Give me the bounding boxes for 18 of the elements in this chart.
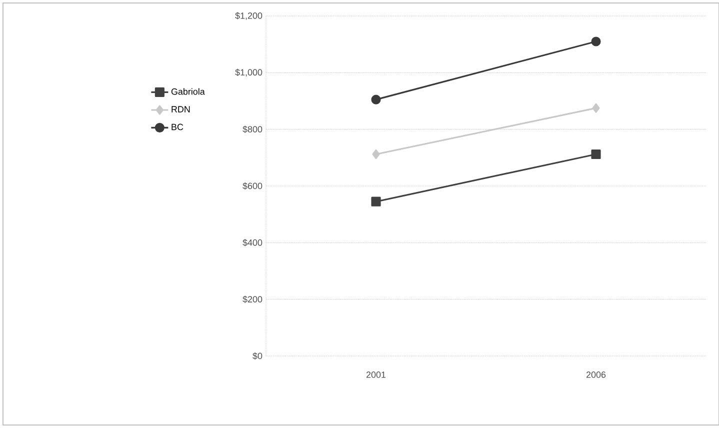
point xyxy=(372,149,380,160)
y-tick-label: $600 xyxy=(242,182,262,190)
y-tick-label: $800 xyxy=(242,126,262,133)
point xyxy=(591,36,601,46)
legend-label: BC xyxy=(172,124,184,130)
y-tick-label: $1,200 xyxy=(235,12,262,20)
y-tick-label: $200 xyxy=(242,296,262,303)
y-tick-label: $1,000 xyxy=(235,68,262,77)
point xyxy=(592,103,600,113)
x-tick-label: 2006 xyxy=(586,372,606,378)
y-tick-label: $400 xyxy=(242,239,262,246)
point xyxy=(371,94,381,104)
legend-label: Gabriola xyxy=(171,88,205,95)
y-tick-label: $0 xyxy=(252,352,262,360)
point xyxy=(371,196,381,206)
x-tick-label: 2001 xyxy=(366,372,386,378)
point xyxy=(591,149,601,160)
legend-label: RDN xyxy=(172,106,190,112)
